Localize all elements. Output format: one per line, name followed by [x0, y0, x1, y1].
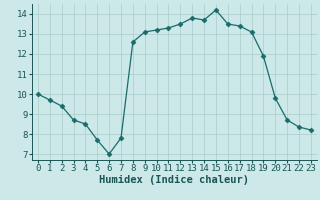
X-axis label: Humidex (Indice chaleur): Humidex (Indice chaleur) — [100, 175, 249, 185]
